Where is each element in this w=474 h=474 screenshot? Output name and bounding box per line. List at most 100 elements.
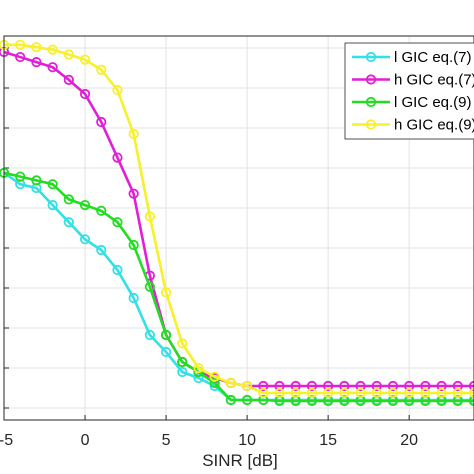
data-point <box>128 188 139 199</box>
data-point <box>193 362 204 374</box>
data-point <box>79 234 91 245</box>
data-point <box>31 175 42 186</box>
data-point <box>306 380 318 392</box>
data-point <box>128 239 139 251</box>
legend-marker <box>365 119 377 130</box>
data-point <box>258 380 269 392</box>
data-point <box>242 394 253 406</box>
data-point <box>160 287 172 298</box>
data-point <box>96 116 107 128</box>
data-point <box>63 74 74 85</box>
data-point <box>306 387 318 399</box>
legend-marker <box>365 51 377 63</box>
x-tick-label: -5 <box>0 432 13 449</box>
data-point <box>404 380 415 392</box>
legend-marker <box>365 96 377 108</box>
data-point <box>209 371 220 382</box>
data-point <box>47 44 58 55</box>
data-point <box>290 380 301 392</box>
data-point <box>355 387 366 399</box>
data-point <box>112 152 123 163</box>
data-point <box>144 281 155 292</box>
legend-item-1: l GIC eq.(7) <box>352 49 472 66</box>
data-point <box>128 128 139 140</box>
data-point <box>79 88 91 100</box>
data-point <box>209 377 220 389</box>
legend-label: l GIC eq.(9) <box>394 94 472 111</box>
data-point <box>144 329 155 341</box>
data-point <box>79 200 91 211</box>
data-point <box>452 387 463 399</box>
series-line <box>3 171 474 402</box>
data-point <box>225 377 236 389</box>
data-point <box>79 54 91 65</box>
data-point <box>63 194 74 205</box>
data-point <box>387 387 399 399</box>
data-point <box>31 42 42 53</box>
data-point <box>31 57 42 68</box>
plot-frame <box>3 35 474 421</box>
x-axis-label: SINR [dB] <box>202 451 278 470</box>
data-point <box>258 387 269 399</box>
legend-label: h GIC eq.(7) <box>394 72 474 89</box>
data-point <box>177 366 188 378</box>
data-point <box>96 64 107 75</box>
data-point <box>63 49 74 60</box>
data-point <box>436 387 447 399</box>
data-point <box>47 179 58 190</box>
legend-label: l GIC eq.(7) <box>394 49 472 66</box>
data-point <box>452 380 463 392</box>
data-point <box>355 380 366 392</box>
legend-item-2: h GIC eq.(7) <box>352 72 474 89</box>
data-point <box>387 380 399 392</box>
x-tick-label: 20 <box>400 432 418 449</box>
data-point <box>193 372 204 384</box>
data-point <box>112 217 123 228</box>
legend-label: h GIC eq.(9) <box>394 117 474 134</box>
data-point <box>144 211 155 222</box>
data-point <box>177 338 188 349</box>
series-3 <box>0 167 474 407</box>
x-tick-label: 5 <box>162 432 171 449</box>
legend-items: l GIC eq.(7) h GIC eq.(7) l GIC eq.(9) h GI… <box>352 49 474 134</box>
data-point <box>420 387 431 399</box>
data-point <box>404 387 415 399</box>
legend: l GIC eq.(7) h GIC eq.(7) l GIC eq.(9) h GI… <box>344 42 474 140</box>
series-line <box>3 171 474 403</box>
data-point <box>258 394 269 406</box>
data-point <box>290 387 301 399</box>
data-point <box>160 329 172 341</box>
data-point <box>177 356 188 368</box>
x-tick-labels: -5 0 5 10 15 20 <box>0 415 418 449</box>
data-point <box>225 394 236 406</box>
data-point <box>15 171 26 182</box>
data-point <box>371 387 382 399</box>
data-point <box>339 380 350 392</box>
legend-item-3: l GIC eq.(9) <box>352 94 472 111</box>
data-point <box>15 51 26 63</box>
data-point <box>63 217 74 228</box>
data-point <box>436 380 447 392</box>
series-line <box>4 43 474 395</box>
data-point <box>112 264 123 276</box>
data-point <box>128 292 139 304</box>
data-point <box>371 380 382 392</box>
data-point <box>47 200 58 211</box>
data-point <box>274 387 285 399</box>
data-point <box>96 244 107 256</box>
legend-marker <box>365 74 377 85</box>
data-point <box>420 380 431 392</box>
data-point <box>339 387 350 399</box>
x-tick-label: 15 <box>319 432 337 449</box>
data-point <box>160 346 172 358</box>
data-point <box>323 387 334 399</box>
x-tick-label: 0 <box>81 432 90 449</box>
data-point <box>47 62 58 73</box>
data-point <box>112 84 123 96</box>
data-point <box>242 380 253 392</box>
x-tick-label: 10 <box>238 432 256 449</box>
legend-item-4: h GIC eq.(9) <box>352 117 474 134</box>
data-point <box>323 380 334 392</box>
data-point <box>274 380 285 392</box>
